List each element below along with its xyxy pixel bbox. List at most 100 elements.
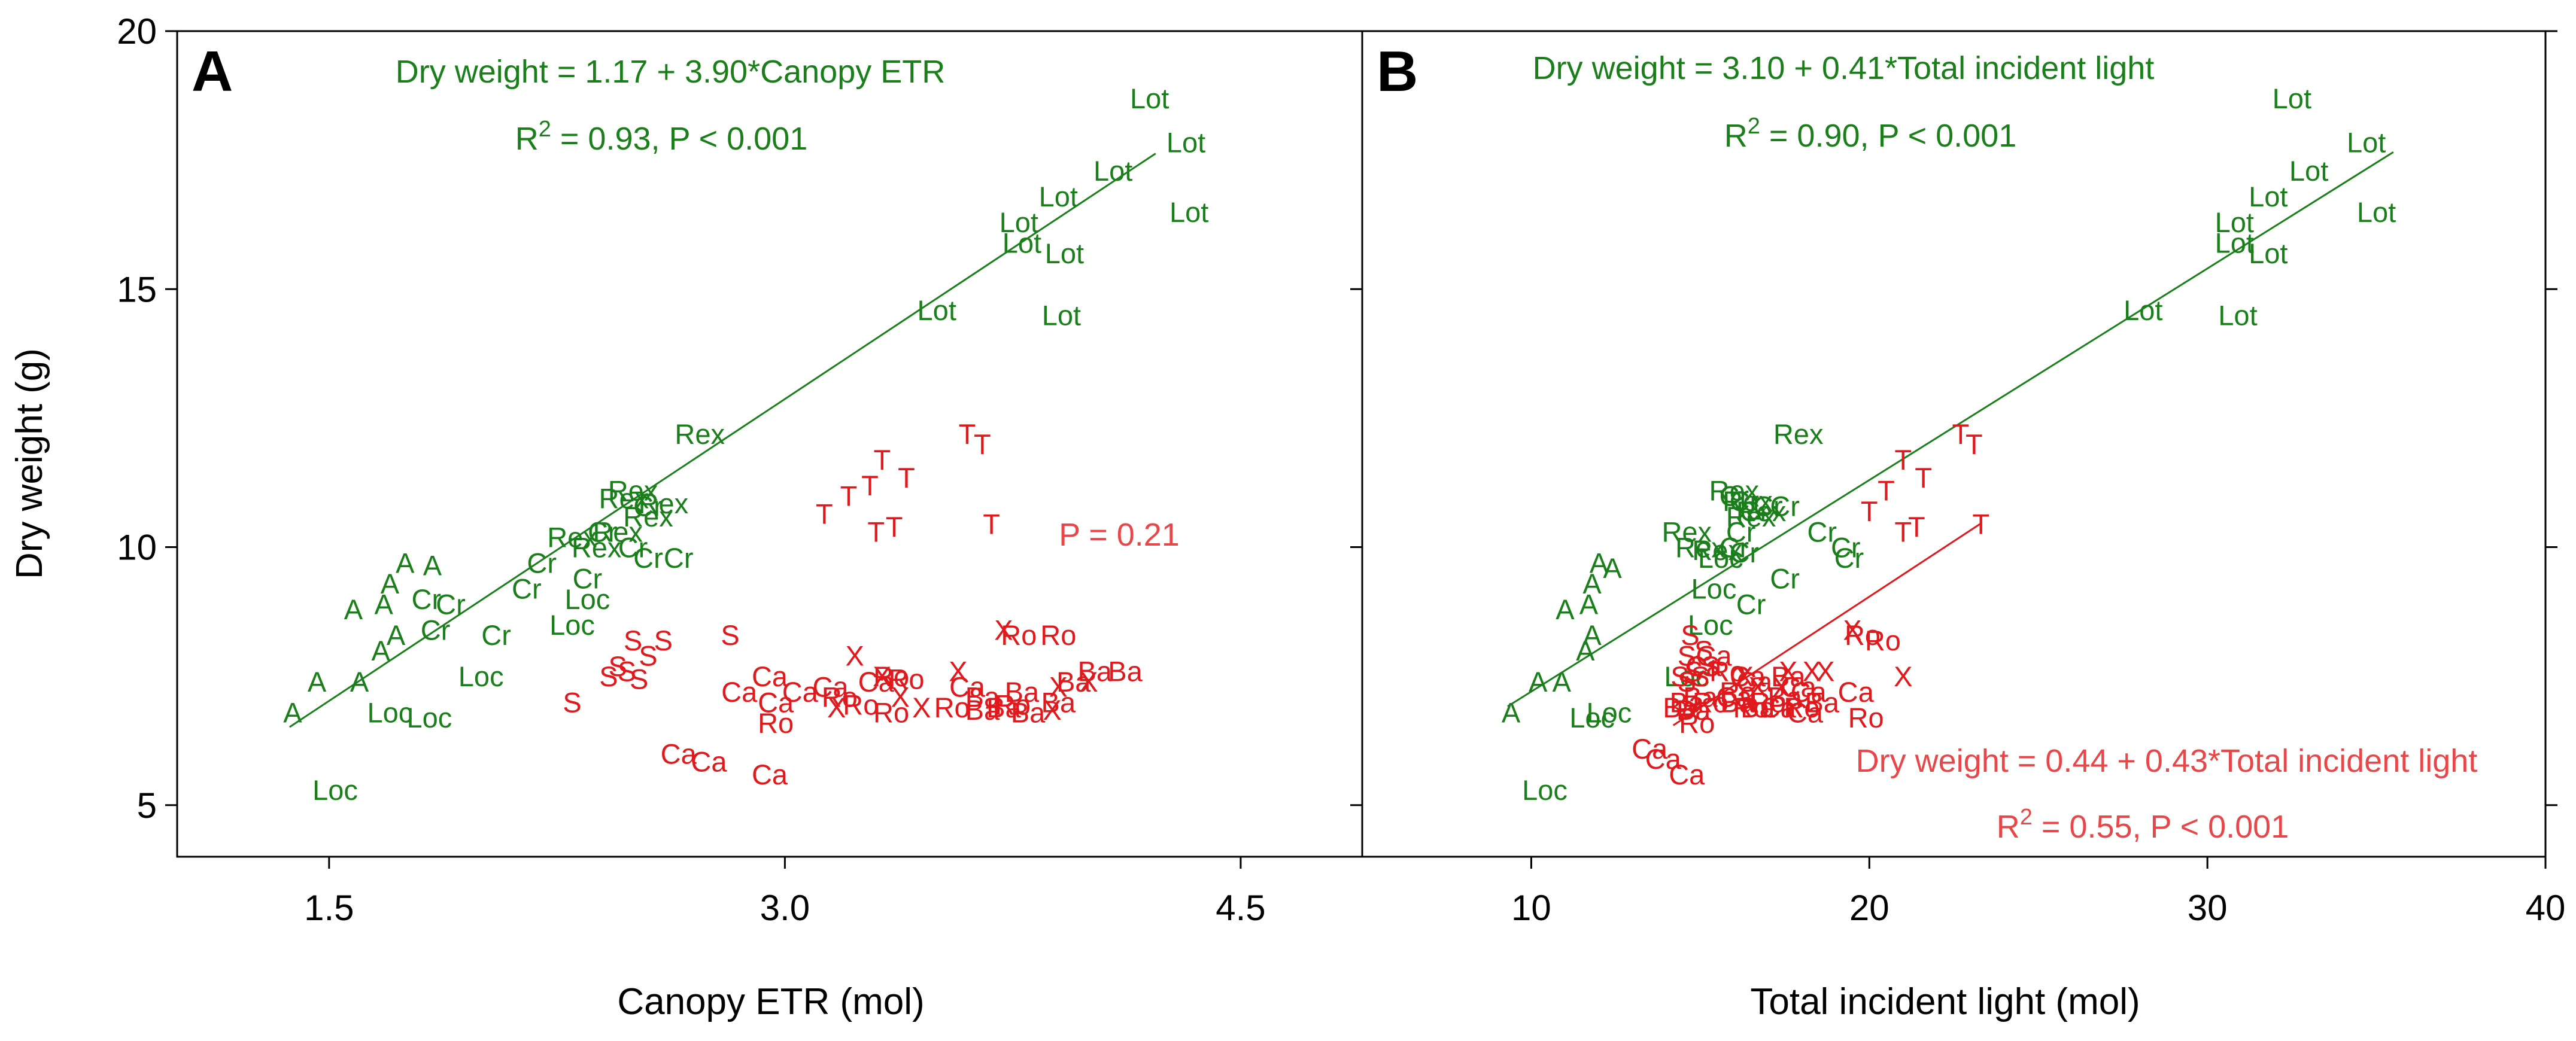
point-lot-a: Lot	[1045, 238, 1084, 269]
point-x-a: X	[949, 656, 967, 687]
point-rex-a: Rex	[608, 475, 658, 507]
point-cr-b: Cr	[1720, 532, 1749, 564]
point-a-a: A	[375, 588, 394, 620]
point-ba-a: Ba	[1041, 686, 1076, 718]
point-cr-b: Cr	[1739, 495, 1769, 527]
point-lot-b: Lot	[2249, 238, 2288, 269]
point-ca-a: Ca	[661, 738, 697, 770]
point-ca-a: Ca	[858, 666, 895, 698]
point-lot-b: Lot	[2215, 227, 2254, 259]
plot-frame-b	[1361, 30, 2547, 858]
y-tick-label-a: 5	[137, 786, 157, 826]
point-t-b: T	[1966, 428, 1983, 460]
regression-equation-b-green: Dry weight = 3.10 + 0.41*Total incident …	[1533, 50, 2155, 86]
point-ro-a: Ro	[873, 697, 909, 729]
panel-b-letter: B	[1377, 39, 1418, 104]
point-cr-a: Cr	[588, 516, 618, 548]
point-cr-a: Cr	[633, 491, 663, 522]
point-cr-b: Cr	[1770, 491, 1800, 522]
point-ba-b: Ba	[1740, 692, 1775, 723]
panel-a-letter: A	[192, 39, 233, 104]
point-x-a: X	[912, 692, 931, 723]
point-ba-a: Ba	[965, 694, 1000, 726]
point-rex-b: Rex	[1723, 485, 1773, 517]
point-x-b: X	[1748, 671, 1767, 702]
point-lot-b: Lot	[2347, 126, 2386, 158]
point-cr-a: Cr	[573, 562, 603, 594]
x-tick-label-b: 30	[2188, 888, 2228, 928]
x-axis-title-a: Canopy ETR (mol)	[617, 981, 924, 1022]
point-ca-b: Ca	[1685, 650, 1722, 682]
point-a-a: A	[396, 547, 415, 579]
point-ca-b: Ca	[1736, 666, 1773, 698]
point-ro-a: Ro	[873, 660, 909, 692]
point-cr-a: Cr	[512, 573, 542, 605]
point-s-a: S	[721, 619, 739, 651]
point-t-b: T	[1908, 511, 1925, 543]
point-a-b: A	[1603, 552, 1622, 584]
point-loc-b: Loc	[1691, 573, 1737, 605]
point-loc-b: Loc	[1522, 774, 1568, 806]
point-lot-a: Lot	[1000, 206, 1038, 238]
point-s-b: S	[1670, 660, 1689, 692]
point-ca-a: Ca	[721, 676, 758, 708]
point-cr-b: Cr	[1834, 542, 1864, 574]
point-t-b: T	[1878, 475, 1895, 507]
x-tick-label-a: 3.0	[760, 888, 810, 928]
point-s-b: S	[1701, 650, 1720, 682]
point-ba-b: Ba	[1720, 686, 1755, 718]
point-a-b: A	[1582, 619, 1602, 651]
point-x-a: X	[827, 692, 846, 723]
point-loc-b: Loc	[1698, 542, 1743, 574]
x-tick-label-b: 10	[1511, 888, 1551, 928]
point-s-b: S	[1678, 666, 1696, 698]
point-a-b: A	[1582, 568, 1602, 599]
point-t-a: T	[867, 516, 885, 548]
point-ro-a: Ro	[822, 681, 858, 713]
point-ca-a: Ca	[782, 676, 819, 708]
point-lot-a: Lot	[1169, 196, 1208, 228]
point-rex-b: Rex	[1661, 516, 1712, 548]
point-ba-a: Ba	[1011, 697, 1046, 729]
point-a-b: A	[1590, 547, 1609, 579]
point-x-a: X	[994, 614, 1013, 646]
point-loc-a: Loc	[564, 583, 610, 615]
point-ro-a: Ro	[995, 689, 1031, 721]
p-value-a: P = 0.21	[1059, 517, 1180, 553]
point-t-b: T	[1894, 444, 1912, 476]
point-cr-b: Cr	[1770, 562, 1800, 594]
point-x-b: X	[1772, 671, 1791, 702]
point-ba-a: Ba	[1056, 666, 1091, 698]
r-squared-b-green: R2 = 0.90, P < 0.001	[1724, 114, 2017, 154]
point-ca-a: Ca	[752, 660, 788, 692]
point-ba-b: Ba	[1767, 681, 1802, 713]
point-cr-a: Cr	[664, 542, 694, 574]
point-s-a: S	[639, 640, 657, 672]
r-squared-b-red: R2 = 0.55, P < 0.001	[1997, 805, 2289, 845]
y-axis-title: Dry weight (g)	[9, 348, 50, 579]
point-lot-b: Lot	[2218, 299, 2257, 331]
point-cr-b: Cr	[1729, 537, 1759, 568]
x-tick-label-a: 1.5	[304, 888, 354, 928]
point-cr-b: Cr	[1753, 491, 1783, 522]
point-a-a: A	[283, 697, 302, 729]
point-ro-b: Ro	[1848, 702, 1884, 733]
point-loc-a: Loc	[312, 774, 358, 806]
point-ro-a: Ro	[1040, 619, 1076, 651]
point-ca-b: Ca	[1645, 743, 1682, 775]
point-ro-b: Ro	[1750, 686, 1786, 718]
point-lot-a: Lot	[918, 294, 956, 326]
point-ro-a: Ro	[758, 707, 794, 739]
point-s-b: S	[1678, 640, 1696, 672]
point-lot-b: Lot	[2215, 206, 2254, 238]
point-t-a: T	[983, 509, 1000, 540]
point-t-b: T	[1861, 495, 1878, 527]
point-ba-b: Ba	[1771, 660, 1806, 692]
point-a-b: A	[1579, 588, 1599, 620]
point-a-b: A	[1529, 666, 1548, 698]
point-ro-b: Ro	[1865, 625, 1901, 656]
point-ro-b: Ro	[1845, 619, 1881, 651]
point-a-a: A	[308, 666, 327, 698]
point-s-a: S	[563, 686, 581, 718]
point-cr-a: Cr	[633, 542, 663, 574]
